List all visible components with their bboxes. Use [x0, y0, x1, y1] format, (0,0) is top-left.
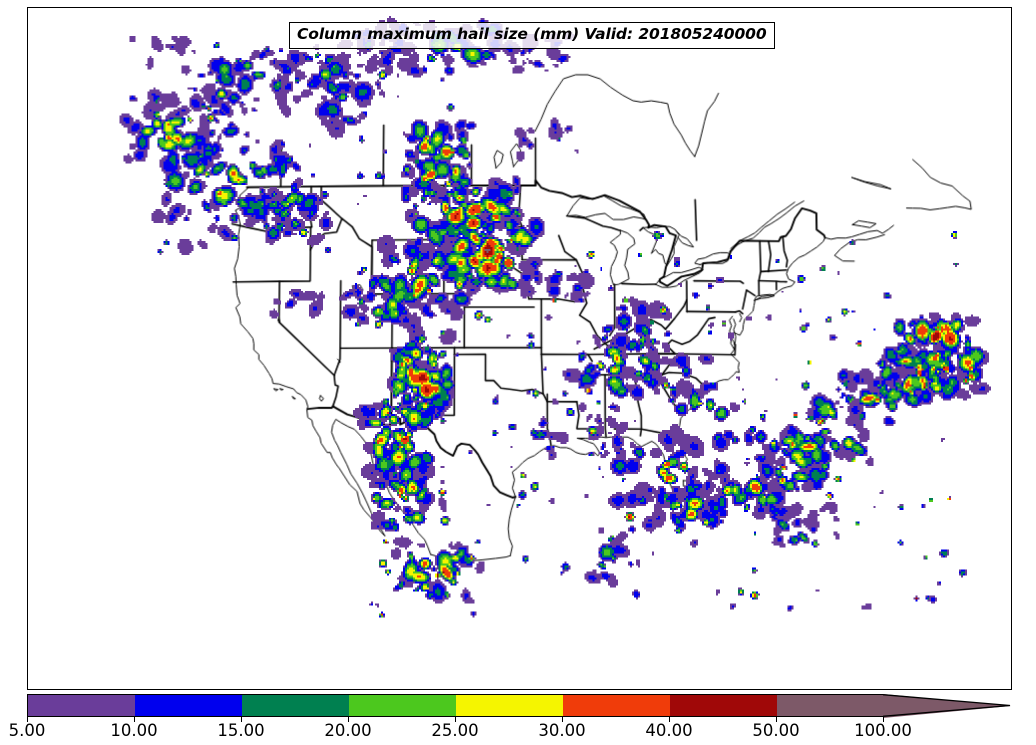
- colorbar-tick: [348, 717, 349, 722]
- colorbar-label-5: 5.00: [8, 721, 46, 740]
- colorbar-segment-40: [670, 695, 777, 716]
- colorbar-segment-25: [456, 695, 563, 716]
- colorbar-segment-50: [777, 695, 884, 716]
- map-panel: [27, 7, 1012, 690]
- colorbar-tick: [562, 717, 563, 722]
- colorbar-tick-labels: 5.00 10.00 15.00 20.00 25.00 30.00 40.00 50.00 1…: [0, 721, 1036, 745]
- colorbar-label-10: 10.00: [110, 721, 158, 740]
- colorbar-tick: [241, 717, 242, 722]
- colorbar-segment-20: [349, 695, 456, 716]
- colorbar-segment-5: [28, 695, 135, 716]
- colorbar-ticks: [0, 717, 1036, 723]
- hail-size-data-layer: [28, 8, 1011, 689]
- colorbar-tick: [134, 717, 135, 722]
- colorbar-label-20: 20.00: [324, 721, 372, 740]
- colorbar-segment-10: [135, 695, 242, 716]
- colorbar-tick: [883, 717, 884, 722]
- colorbar-segment-15: [242, 695, 349, 716]
- colorbar-tick: [455, 717, 456, 722]
- colorbar-label-40: 40.00: [645, 721, 693, 740]
- colorbar-label-30: 30.00: [538, 721, 586, 740]
- colorbar-label-25: 25.00: [431, 721, 479, 740]
- colorbar-tick: [669, 717, 670, 722]
- colorbar-label-50: 50.00: [752, 721, 800, 740]
- colorbar-segments: [27, 694, 884, 717]
- colorbar-tick: [776, 717, 777, 722]
- colorbar-label-15: 15.00: [217, 721, 265, 740]
- colorbar-label-100: 100.00: [854, 721, 912, 740]
- colorbar-arrow-outline: [883, 694, 1011, 717]
- plot-title: Column maximum hail size (mm) Valid: 201…: [289, 22, 775, 49]
- colorbar-segment-30: [563, 695, 670, 716]
- colorbar-tick: [27, 717, 28, 722]
- colorbar: 5.00 10.00 15.00 20.00 25.00 30.00 40.00 50.00 1…: [0, 694, 1036, 745]
